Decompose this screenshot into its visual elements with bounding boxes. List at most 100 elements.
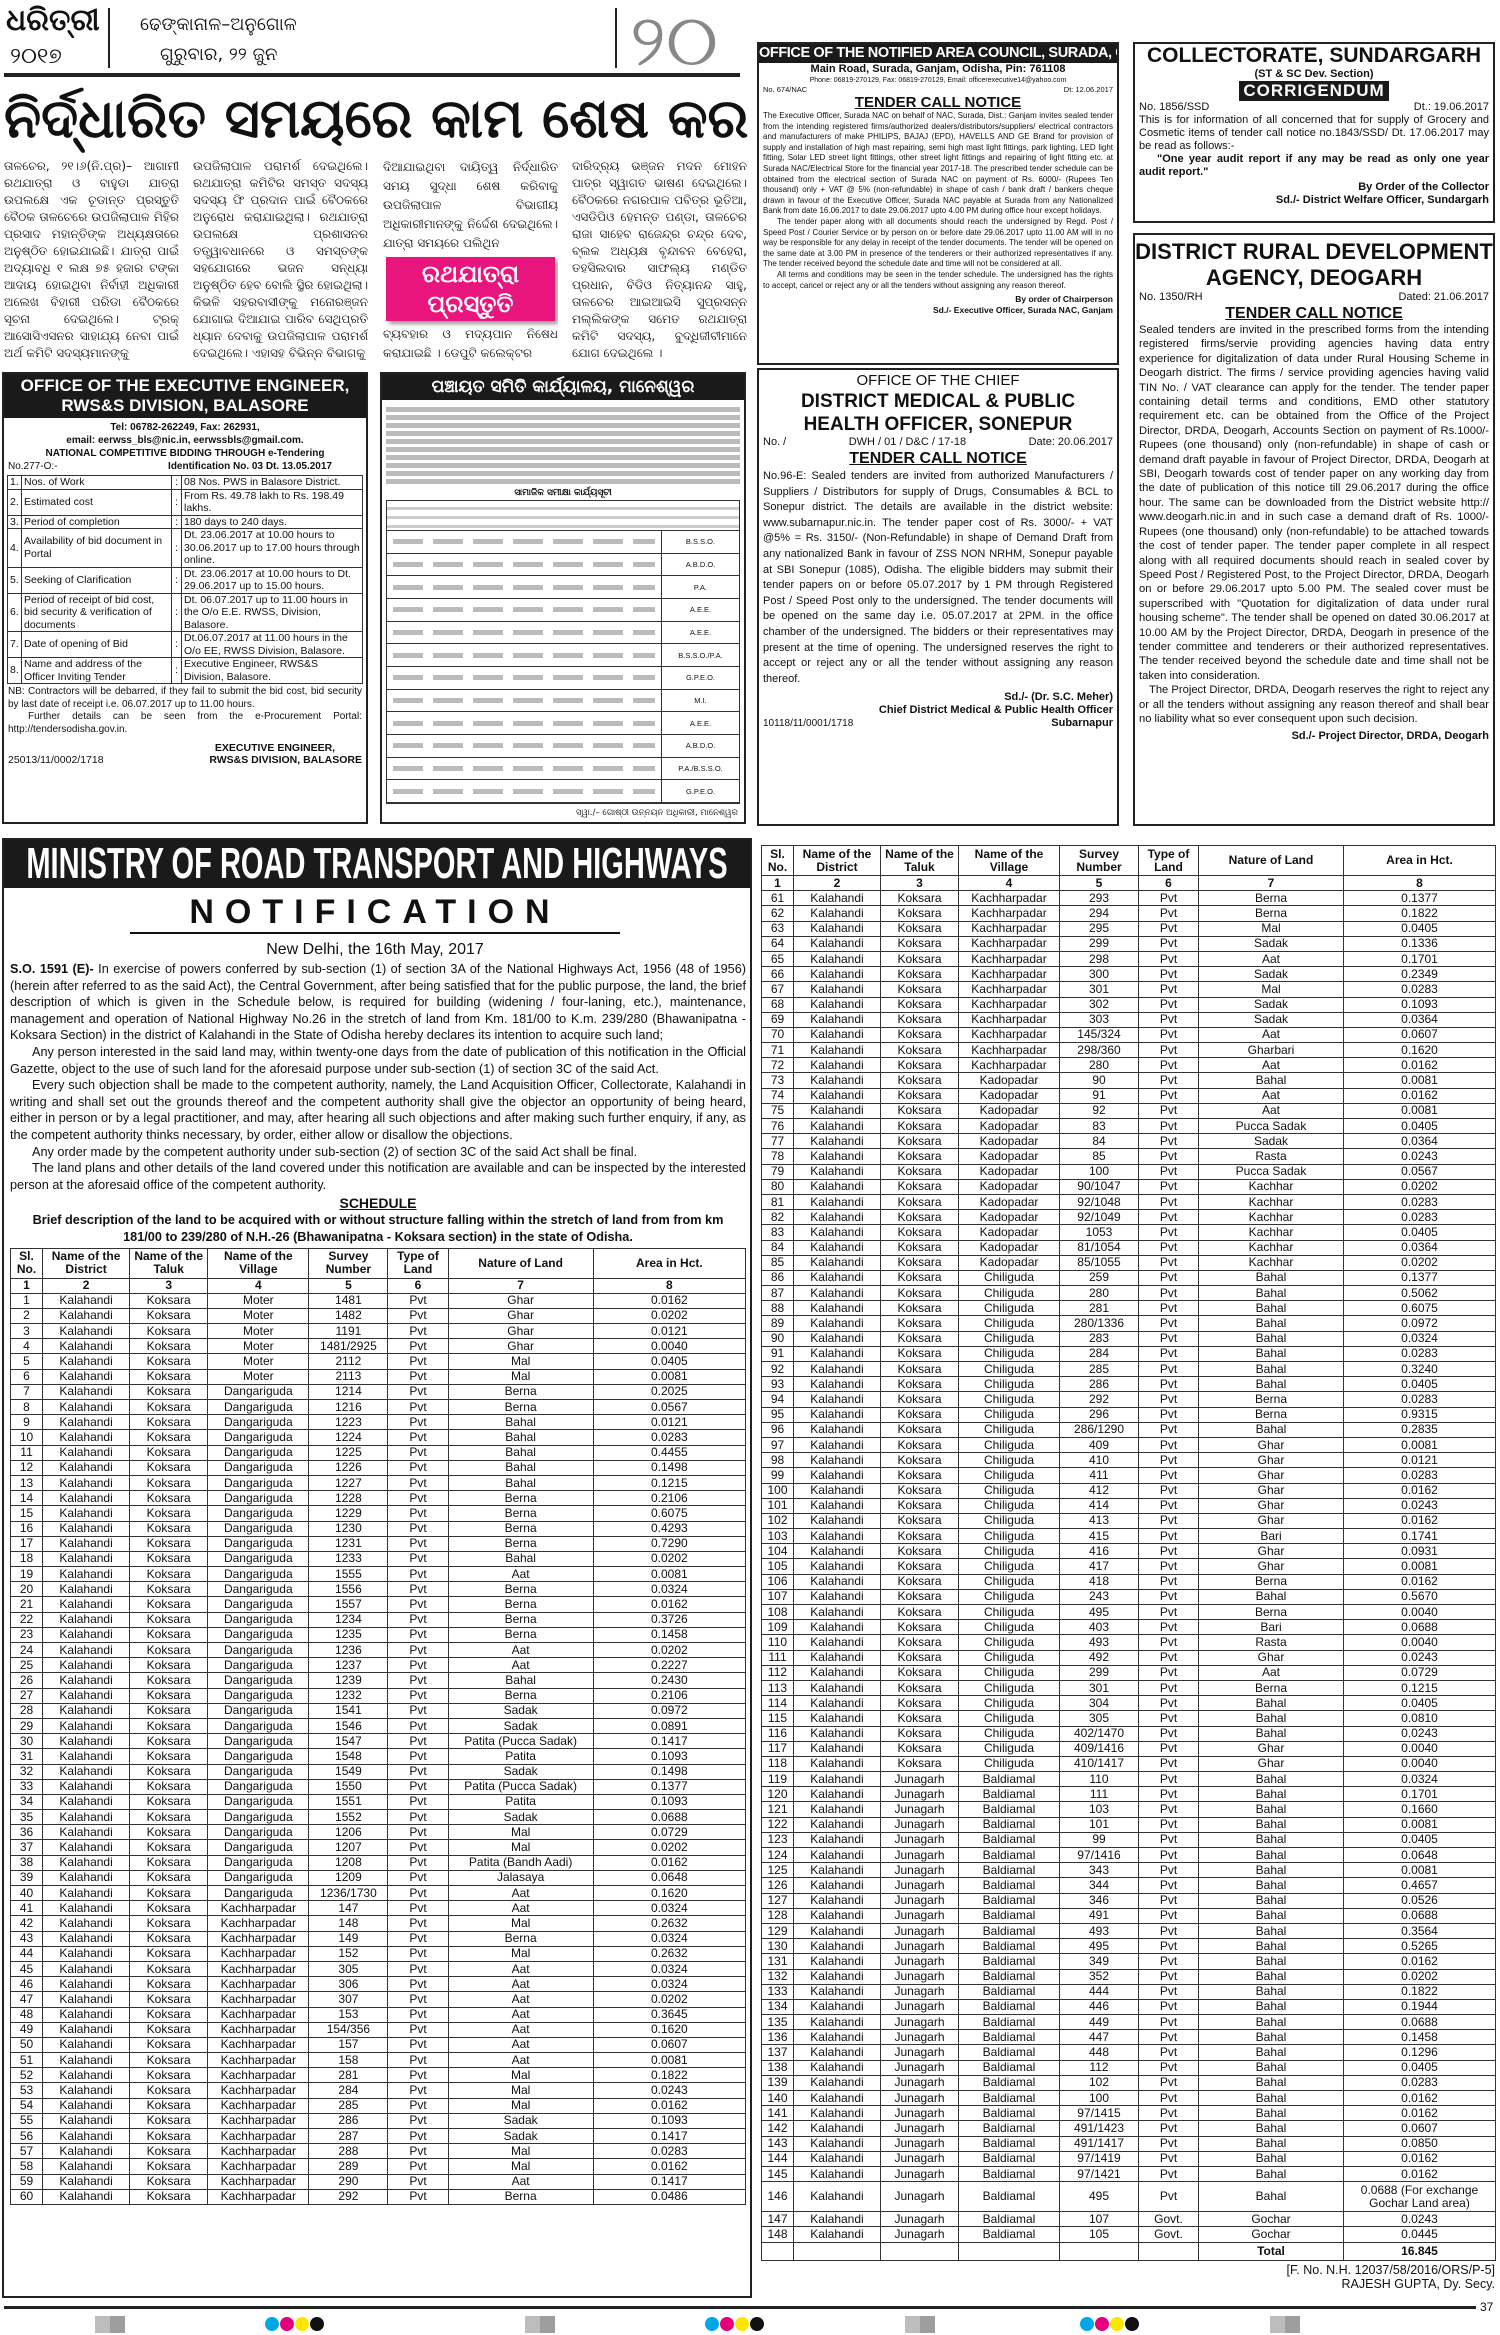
cell-taluk: Koksara <box>880 905 959 922</box>
cell-land-nature: Bahal <box>1198 2150 1344 2167</box>
cell-district: Kalahandi <box>793 1862 881 1879</box>
cell-land-type: Pvt <box>1138 1558 1199 1575</box>
cell-area: 0.1741 <box>1343 1528 1496 1545</box>
cell-land-nature: Bahal <box>1198 1831 1344 1849</box>
item-value: Dt.06.07.2017 at 11.00 hours in the O/o … <box>181 631 363 658</box>
cell-taluk: Koksara <box>129 1338 209 1355</box>
cell-land-type: Pvt <box>1138 1482 1199 1499</box>
footer-page-number: 37 <box>1480 2300 1494 2314</box>
cell-taluk: Koksara <box>129 1991 209 2008</box>
cell-district: Kalahandi <box>42 1398 131 1416</box>
column-header-area: Area in Hct. <box>592 1247 747 1279</box>
cell-survey-number: 1053 <box>1059 1224 1139 1241</box>
cell-survey-number: 1207 <box>308 1839 389 1856</box>
notification-so-number: S.O. 1591 (E)- <box>10 962 94 976</box>
signatory: RAJESH GUPTA, Dy. Secy. <box>1341 2276 1496 2291</box>
cell-area: 0.0729 <box>592 1824 747 1841</box>
cell-sl-no: 92 <box>761 1360 794 1378</box>
item-label: Nos. of Work <box>21 475 172 490</box>
cell-taluk: Koksara <box>129 1763 209 1780</box>
cell-land-type: Pvt <box>1138 1771 1199 1788</box>
cell-land-type: Pvt <box>1138 1269 1199 1287</box>
cell-land-nature: Mal <box>447 1353 594 1370</box>
cell-land-type: Govt. <box>1138 2211 1199 2228</box>
cell-land-nature: Patita (Bandh Aadi) <box>447 1854 594 1871</box>
cell-village: Chiliguda <box>958 1725 1060 1742</box>
cell-survey-number: 411 <box>1059 1467 1139 1484</box>
cell-taluk: Koksara <box>880 1057 959 1074</box>
panchayat-officer: A.B.D.O. <box>661 553 739 576</box>
cell-land-type: Pvt <box>1138 1285 1199 1302</box>
cell-sl-no: 1 <box>9 1292 44 1309</box>
cell-area: 0.1701 <box>1343 950 1496 968</box>
cell-village: Kachharpadar <box>207 2082 310 2099</box>
cell-survey-number: 304 <box>1059 1695 1139 1712</box>
cell-district: Kalahandi <box>793 1755 881 1773</box>
item-value: 08 Nos. PWS in Balasore District. <box>181 475 363 490</box>
cell-land-type: Pvt <box>387 2127 449 2145</box>
table-row: 75 Kalahandi Koksara Kadopadar 92 Pvt Aat 0.008… <box>761 1102 1496 1120</box>
separator: : <box>171 514 182 529</box>
issue-date: ଗୁରୁବାର, ୨୨ ଜୁନ <box>160 44 278 65</box>
cell-taluk: Koksara <box>129 1474 209 1492</box>
cell-area: 0.0405 <box>1343 1117 1496 1135</box>
item-number: 4. <box>7 528 22 568</box>
column-number: 4 <box>207 1277 310 1294</box>
cell-area: 0.0081 <box>1343 1862 1496 1879</box>
table-header-row: Sl. No. Name of the District Name of the T… <box>761 845 1496 876</box>
cell-survey-number: 403 <box>1059 1619 1139 1636</box>
cell-land-nature: Aat <box>447 1900 594 1917</box>
cell-taluk: Junagarh <box>880 1892 959 1909</box>
cell-taluk: Koksara <box>880 1528 959 1545</box>
cell-land-type: Pvt <box>1138 1695 1199 1712</box>
cell-sl-no: 132 <box>761 1968 794 1985</box>
deogarh-heading: TENDER CALL NOTICE <box>1225 305 1403 322</box>
cell-survey-number: 97/1419 <box>1059 2150 1139 2167</box>
cell-taluk: Koksara <box>129 1292 209 1309</box>
cell-survey-number: 1206 <box>308 1824 389 1841</box>
cell-taluk: Junagarh <box>880 2014 959 2031</box>
cell-survey-number: 153 <box>308 2006 389 2023</box>
separator: : <box>171 475 182 490</box>
cell-sl-no: 41 <box>9 1900 44 1917</box>
cell-land-type: Pvt <box>1138 1816 1199 1833</box>
item-value: Dt. 23.06.2017 at 10.00 hours to Dt. 29.… <box>181 566 363 594</box>
cell-area: 0.0162 <box>1343 1087 1496 1104</box>
cell-land-type: Pvt <box>387 1444 449 1461</box>
cell-area: 0.0243 <box>592 2082 747 2099</box>
cell-sl-no: 104 <box>761 1543 794 1560</box>
cell-area: 0.0688 <box>1343 1907 1496 1924</box>
table-row: 121 Kalahandi Junagarh Baldiamal 103 Pvt Bahal… <box>761 1801 1496 1818</box>
table-row: 59 Kalahandi Koksara Kachharpadar 290 Pvt Aat 0… <box>9 2173 747 2190</box>
cell-land-nature: Berna <box>447 1490 594 1507</box>
table-row: 22 Kalahandi Koksara Dangariguda 1234 Pvt Bern… <box>9 1611 747 1628</box>
cell-taluk: Koksara <box>880 1725 959 1742</box>
cell-district: Kalahandi <box>793 2044 881 2061</box>
cell-survey-number: 1234 <box>308 1611 389 1628</box>
cell-land-nature: Berna <box>1198 1679 1344 1697</box>
cell-village: Chiliguda <box>958 1436 1060 1454</box>
table-row: 137 Kalahandi Junagarh Baldiamal 448 Pvt Bahal… <box>761 2044 1496 2061</box>
cell-survey-number: 289 <box>308 2158 389 2175</box>
table-row: 18 Kalahandi Koksara Dangariguda 1233 Pvt Baha… <box>9 1550 747 1568</box>
notification-column-right: Sl. No. Name of the District Name of the T… <box>761 845 1496 2291</box>
cell-village: Dangariguda <box>207 1611 310 1628</box>
cell-sl-no: 71 <box>761 1042 794 1059</box>
cell-land-nature: Patita (Pucca Sadak) <box>447 1733 594 1750</box>
cell-village: Kadopadar <box>958 1087 1060 1104</box>
cell-land-type: Pvt <box>1138 1710 1199 1727</box>
cell-area: 0.2632 <box>592 1945 747 1962</box>
cell-land-type: Pvt <box>1138 2014 1199 2031</box>
cell-district: Kalahandi <box>793 1163 881 1180</box>
cell-district: Kalahandi <box>793 2074 881 2092</box>
cell-land-type: Pvt <box>387 2052 449 2069</box>
cell-area: 0.0040 <box>1343 1603 1496 1621</box>
cell-district: Kalahandi <box>42 1854 131 1871</box>
cell-land-type: Pvt <box>1138 1209 1199 1226</box>
sonepur-no: No. / <box>763 436 787 448</box>
cell-taluk: Junagarh <box>880 2226 959 2243</box>
cell-survey-number: 449 <box>1059 2014 1139 2031</box>
separator: : <box>171 657 182 684</box>
cell-sl-no: 81 <box>761 1193 794 1211</box>
cell-area: 0.0243 <box>1343 1649 1496 1666</box>
